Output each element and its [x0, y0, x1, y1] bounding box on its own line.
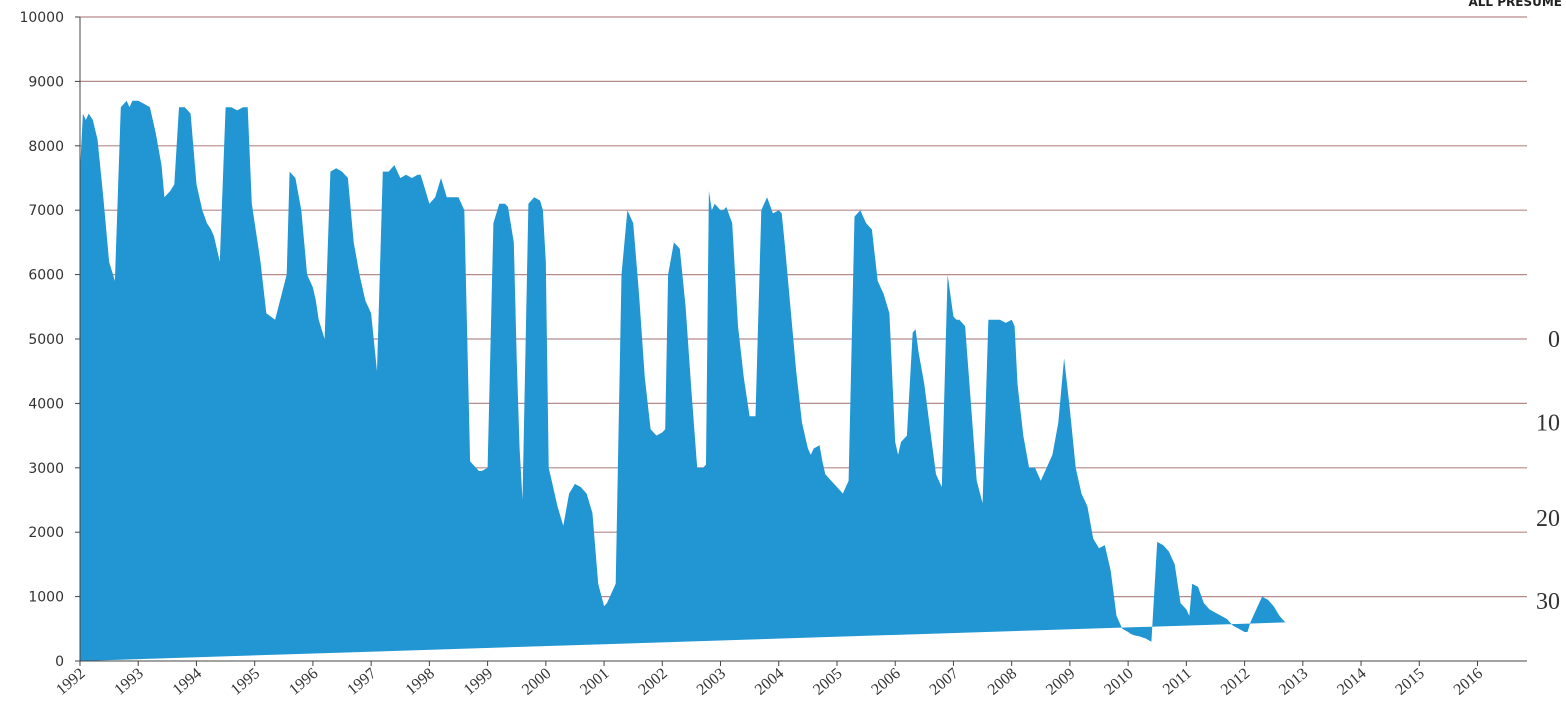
x-tick-label: 1997	[344, 665, 379, 699]
right-tick-label: 10	[1536, 411, 1560, 437]
y-tick-label: 10000	[19, 10, 64, 26]
right-axis-tick-labels: 0 10 20 30	[1536, 327, 1560, 615]
x-tick-label: 2011	[1160, 665, 1195, 698]
y-tick-label: 6000	[28, 268, 64, 284]
right-tick-label: 0	[1548, 327, 1560, 353]
x-tick-label: 2016	[1451, 665, 1486, 699]
x-tick-label: 2009	[1043, 665, 1078, 699]
y-tick-label: 4000	[28, 396, 64, 412]
corner-label: ALL PRESUME	[1468, 0, 1562, 9]
area-fill	[80, 100, 1286, 661]
x-tick-label: 2003	[694, 665, 729, 699]
x-tick-label: 2002	[635, 665, 670, 699]
right-tick-label: 20	[1536, 506, 1560, 532]
x-axis-tick-labels: 1992 1993 1994 1995 1996 1997 1998 1999 2000 2001…	[53, 661, 1486, 699]
x-tick-label: 1993	[111, 665, 146, 699]
y-tick-label: 8000	[28, 139, 64, 155]
x-tick-label: 2012	[1218, 665, 1253, 699]
y-tick-label: 1000	[28, 590, 64, 606]
x-tick-label: 2007	[927, 665, 962, 699]
x-tick-label: 1998	[403, 665, 438, 699]
x-tick-label: 2010	[1101, 665, 1136, 699]
x-tick-label: 2000	[519, 665, 554, 699]
y-tick-label: 0	[55, 654, 64, 670]
y-tick-label: 9000	[28, 74, 64, 90]
x-tick-label: 2014	[1334, 665, 1369, 699]
y-axis-tick-labels: 0 1000 2000 3000 4000 5000 6000 7000 8000 9000 100…	[19, 10, 80, 670]
x-tick-label: 2004	[752, 665, 787, 699]
area-series	[80, 100, 1286, 661]
x-tick-label: 1996	[286, 665, 321, 699]
y-tick-label: 7000	[28, 203, 64, 219]
y-tick-label: 3000	[28, 461, 64, 477]
x-tick-label: 2006	[868, 665, 903, 699]
x-tick-label: 1992	[53, 665, 88, 699]
x-tick-label: 2015	[1392, 665, 1427, 699]
x-tick-label: 2013	[1276, 665, 1311, 699]
x-tick-label: 1999	[461, 665, 496, 699]
x-tick-label: 1995	[228, 665, 263, 699]
x-tick-label: 2008	[985, 665, 1020, 699]
y-tick-label: 2000	[28, 525, 64, 541]
x-tick-label: 1994	[170, 665, 205, 699]
x-tick-label: 2001	[577, 665, 612, 699]
right-tick-label: 30	[1536, 589, 1560, 615]
y-tick-label: 5000	[28, 332, 64, 348]
x-tick-label: 2005	[810, 665, 845, 699]
